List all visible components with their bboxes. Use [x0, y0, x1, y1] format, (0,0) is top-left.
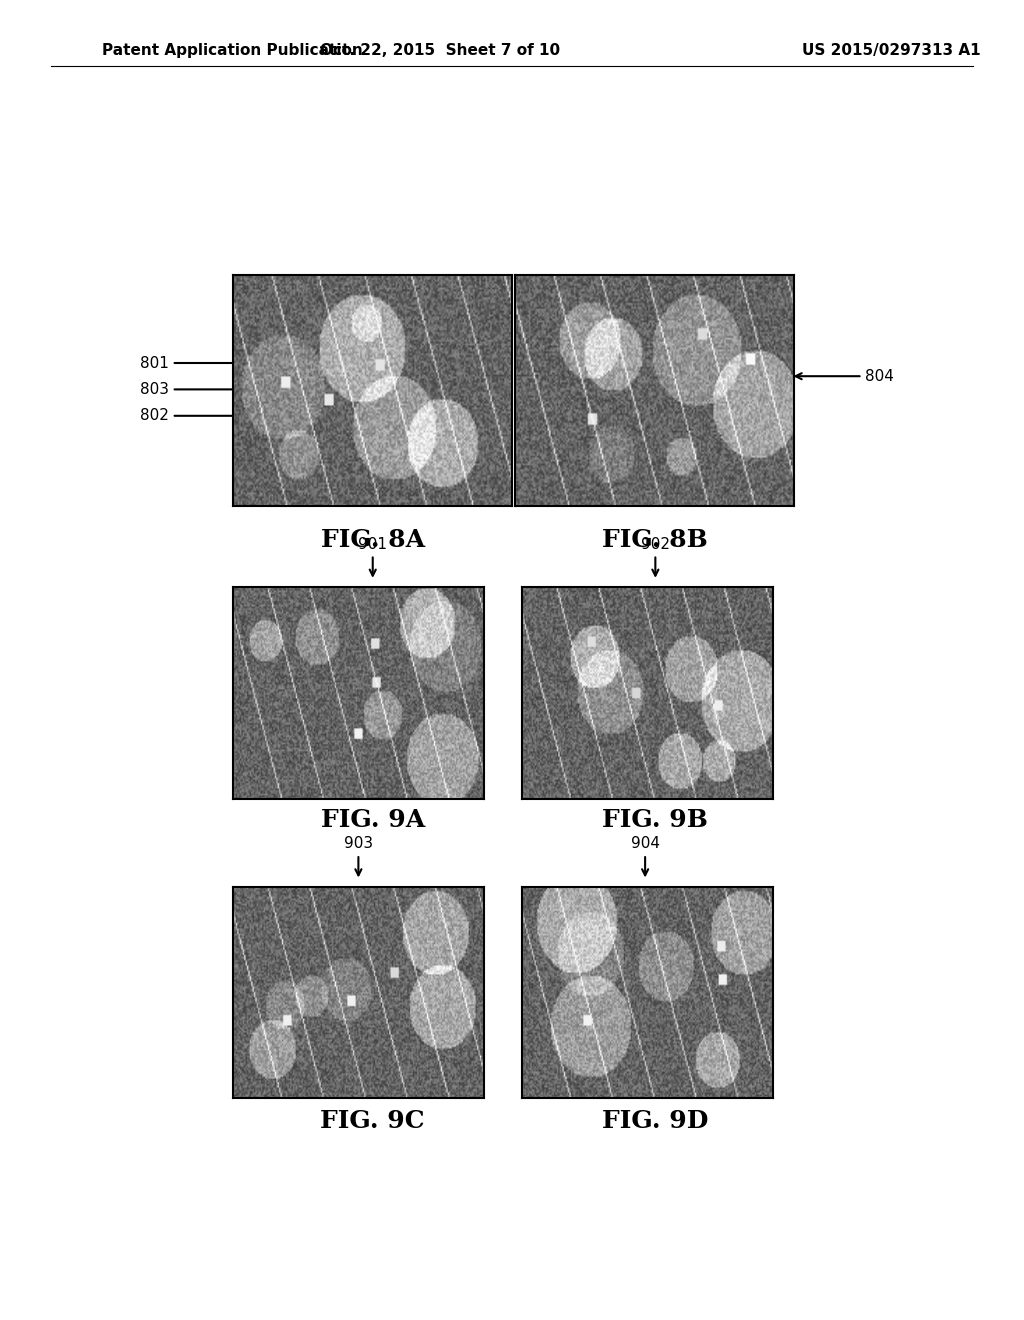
Text: FIG. 9C: FIG. 9C: [321, 1109, 425, 1133]
Text: US 2015/0297313 A1: US 2015/0297313 A1: [802, 42, 980, 58]
Text: 901: 901: [358, 537, 387, 576]
Text: 804: 804: [796, 368, 894, 384]
Text: FIG. 9D: FIG. 9D: [602, 1109, 709, 1133]
Text: FIG. 9A: FIG. 9A: [321, 808, 425, 832]
Text: FIG. 8A: FIG. 8A: [321, 528, 425, 552]
Text: 902: 902: [641, 537, 670, 576]
Text: FIG. 9B: FIG. 9B: [602, 808, 709, 832]
Text: 802: 802: [140, 408, 246, 424]
Text: 801: 801: [140, 355, 246, 371]
Text: FIG. 8B: FIG. 8B: [602, 528, 709, 552]
Text: 903: 903: [344, 837, 373, 875]
Text: 904: 904: [631, 837, 659, 875]
Text: Patent Application Publication: Patent Application Publication: [102, 42, 364, 58]
Text: 803: 803: [140, 381, 246, 397]
Text: Oct. 22, 2015  Sheet 7 of 10: Oct. 22, 2015 Sheet 7 of 10: [321, 42, 560, 58]
